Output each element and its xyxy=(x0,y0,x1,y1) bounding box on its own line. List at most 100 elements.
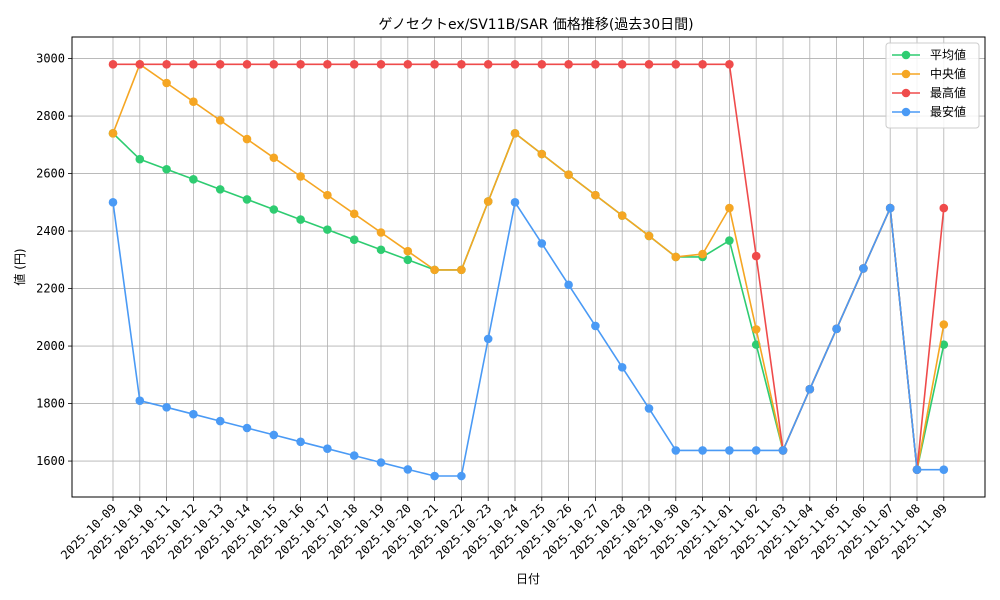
data-point xyxy=(564,170,573,180)
data-point xyxy=(430,60,439,69)
data-point xyxy=(242,60,252,69)
data-point xyxy=(376,228,386,237)
data-point xyxy=(644,60,654,69)
legend-label: 平均値 xyxy=(930,47,966,62)
data-point xyxy=(189,60,198,69)
data-point xyxy=(296,172,305,181)
y-tick-label: 3000 xyxy=(36,52,65,66)
data-point xyxy=(349,60,359,69)
data-point xyxy=(859,264,868,273)
data-point xyxy=(349,451,359,460)
x-axis-title: 日付 xyxy=(516,572,540,586)
data-point xyxy=(162,403,171,412)
y-tick-label: 2000 xyxy=(36,339,65,353)
y-tick-label: 1800 xyxy=(36,397,65,411)
data-point xyxy=(617,60,627,69)
series-4 xyxy=(108,198,949,481)
data-point xyxy=(242,195,252,204)
data-point xyxy=(376,458,386,467)
data-point xyxy=(242,423,252,433)
data-point xyxy=(403,246,413,256)
data-point xyxy=(751,251,761,261)
data-point xyxy=(510,129,520,138)
data-point xyxy=(269,430,279,440)
legend-swatch-marker xyxy=(901,50,911,60)
data-point xyxy=(403,60,413,69)
series-line xyxy=(113,63,945,471)
data-point xyxy=(108,129,118,138)
data-point xyxy=(457,60,466,69)
series-lines xyxy=(108,60,949,481)
data-point xyxy=(644,404,654,413)
data-point xyxy=(162,78,171,88)
data-point xyxy=(189,97,198,106)
data-point xyxy=(189,409,198,419)
series-line xyxy=(112,63,945,471)
data-point xyxy=(296,437,305,447)
data-point xyxy=(135,60,145,69)
data-point xyxy=(483,197,493,206)
grid-lines xyxy=(72,37,985,497)
plot-frame xyxy=(71,36,986,498)
data-point xyxy=(135,396,145,405)
data-point xyxy=(510,60,520,69)
series-3 xyxy=(108,60,949,474)
data-point xyxy=(323,225,332,234)
data-point xyxy=(269,60,279,69)
data-point xyxy=(537,149,547,159)
data-point xyxy=(323,60,332,69)
data-point xyxy=(671,446,681,455)
data-point xyxy=(939,320,949,329)
data-point xyxy=(698,446,707,455)
data-point xyxy=(591,60,600,69)
data-point xyxy=(751,325,761,334)
data-point xyxy=(269,153,279,163)
data-point xyxy=(430,265,439,275)
data-point xyxy=(564,280,573,290)
legend-label: 最安値 xyxy=(930,104,966,119)
data-point xyxy=(457,265,466,275)
data-point xyxy=(162,60,171,69)
y-tick-label: 2800 xyxy=(36,109,65,123)
legend-label: 最高値 xyxy=(930,85,966,100)
data-point xyxy=(296,60,305,69)
y-tick-label: 2400 xyxy=(36,224,65,238)
data-point xyxy=(162,164,171,174)
data-point xyxy=(323,444,332,454)
data-point xyxy=(698,249,707,259)
data-point xyxy=(108,60,118,69)
data-point xyxy=(725,60,734,69)
data-point xyxy=(617,211,627,220)
data-point xyxy=(483,60,493,69)
data-point xyxy=(510,198,520,207)
data-point xyxy=(215,185,225,194)
data-point xyxy=(430,471,439,481)
y-tick-label: 2200 xyxy=(36,282,65,296)
data-point xyxy=(189,175,198,184)
data-point xyxy=(537,60,547,69)
data-point xyxy=(349,209,359,219)
legend-label: 中央値 xyxy=(930,66,966,81)
data-point xyxy=(591,190,600,200)
data-point xyxy=(564,60,573,69)
data-point xyxy=(376,60,386,69)
y-axis-title: 値 (円) xyxy=(12,248,27,285)
data-point xyxy=(751,446,761,455)
data-point xyxy=(483,334,493,344)
data-point xyxy=(939,340,949,349)
y-tick-label: 2600 xyxy=(36,167,65,181)
data-point xyxy=(725,446,734,455)
data-point xyxy=(939,465,949,474)
data-point xyxy=(778,446,788,455)
data-point xyxy=(912,465,922,474)
data-point xyxy=(376,245,386,255)
legend-swatch-marker xyxy=(901,69,911,79)
data-point xyxy=(617,363,627,372)
series-line xyxy=(112,201,944,477)
data-point xyxy=(215,416,225,426)
series-line xyxy=(112,132,945,471)
data-point xyxy=(215,60,225,69)
data-point xyxy=(135,154,145,164)
data-point xyxy=(671,60,681,69)
data-point xyxy=(242,134,252,144)
